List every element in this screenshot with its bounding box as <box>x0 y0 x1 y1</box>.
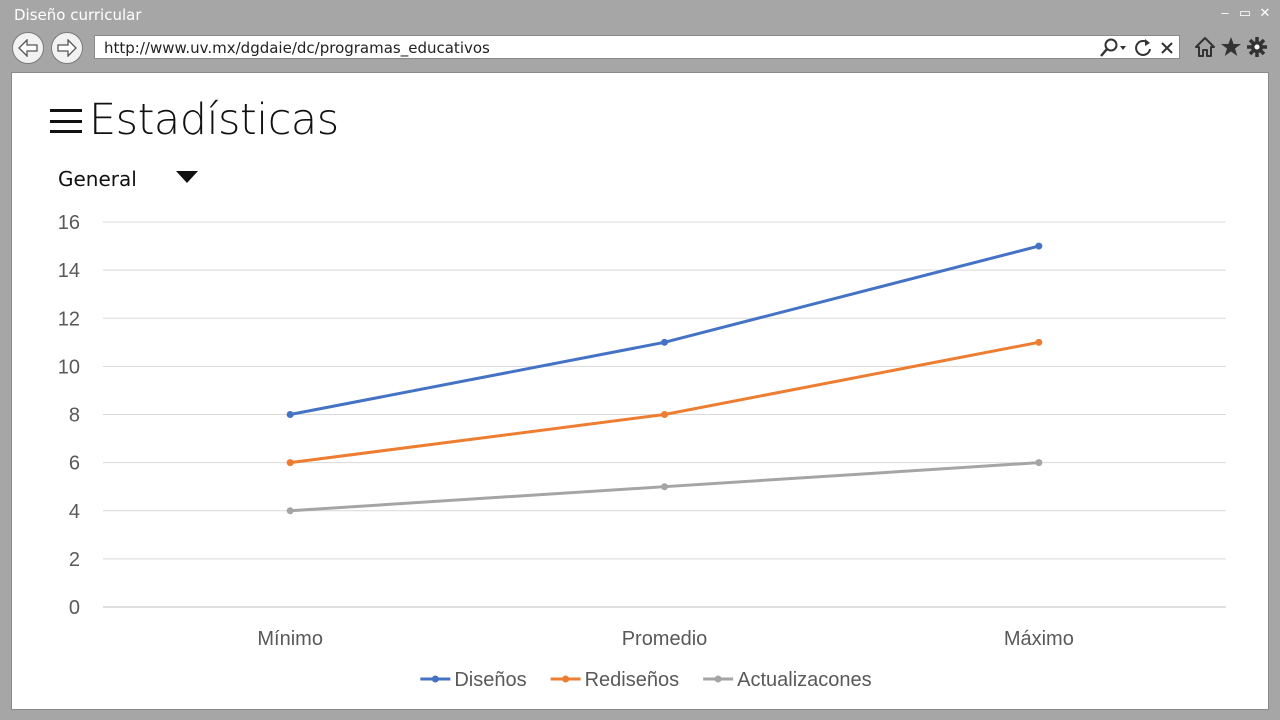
url-text: http://www.uv.mx/dgdaie/dc/programas_edu… <box>104 39 490 57</box>
category-dropdown[interactable]: General <box>58 165 208 193</box>
stop-icon[interactable] <box>1159 38 1175 58</box>
data-point <box>661 483 668 491</box>
data-point <box>286 507 294 515</box>
close-window-button[interactable]: ✕ <box>1259 5 1271 20</box>
legend-label: Rediseños <box>585 669 680 691</box>
data-point <box>661 411 668 418</box>
address-bar-icons <box>1099 37 1175 59</box>
y-tick-label: 14 <box>58 260 80 282</box>
legend-marker <box>431 675 439 683</box>
legend-marker <box>714 675 722 683</box>
y-tick-label: 2 <box>69 549 80 571</box>
forward-button[interactable] <box>51 32 83 64</box>
browser-toolbar: http://www.uv.mx/dgdaie/dc/programas_edu… <box>0 30 1280 70</box>
search-dropdown-icon[interactable] <box>1099 38 1127 58</box>
dropdown-selected-value: General <box>58 167 137 191</box>
x-tick-label: Promedio <box>622 628 708 650</box>
x-tick-label: Mínimo <box>257 628 323 650</box>
legend-label: Actualizacones <box>737 669 872 691</box>
x-tick-label: Máximo <box>1004 628 1074 650</box>
hamburger-menu-icon[interactable] <box>50 109 82 133</box>
address-bar[interactable]: http://www.uv.mx/dgdaie/dc/programas_edu… <box>94 35 1180 59</box>
y-tick-label: 4 <box>69 501 80 523</box>
y-tick-label: 12 <box>58 308 80 330</box>
data-point <box>286 459 294 467</box>
series-line <box>289 340 1040 465</box>
home-icon[interactable] <box>1194 36 1216 58</box>
page-content: Estadísticas General <box>11 72 1269 710</box>
window-controls: – ▭ ✕ <box>1218 5 1272 21</box>
dropdown-arrow-icon <box>176 171 198 183</box>
arrow-left-icon <box>18 39 38 57</box>
y-tick-label: 8 <box>69 405 80 427</box>
arrow-right-icon <box>57 39 77 57</box>
minimize-button[interactable]: – <box>1221 5 1229 20</box>
data-point <box>1035 338 1043 346</box>
legend-label: Diseños <box>454 669 526 691</box>
data-point <box>661 338 668 346</box>
browser-tool-icons <box>1194 36 1268 58</box>
y-tick-label: 0 <box>69 597 80 619</box>
page-title: Estadísticas <box>89 95 339 145</box>
data-point <box>1035 459 1043 467</box>
series-line <box>289 244 1040 416</box>
window-titlebar: Diseño curricular – ▭ ✕ <box>0 0 1280 30</box>
data-point <box>1035 242 1043 250</box>
refresh-icon[interactable] <box>1133 38 1153 58</box>
window-title: Diseño curricular <box>14 6 142 24</box>
maximize-button[interactable]: ▭ <box>1238 5 1252 20</box>
y-tick-label: 16 <box>58 212 80 234</box>
back-button[interactable] <box>12 32 44 64</box>
settings-gear-icon[interactable] <box>1246 36 1268 58</box>
y-tick-label: 10 <box>58 356 80 378</box>
favorites-star-icon[interactable] <box>1220 36 1242 58</box>
y-tick-label: 6 <box>69 453 80 475</box>
data-point <box>286 411 294 418</box>
legend-marker <box>562 675 570 683</box>
